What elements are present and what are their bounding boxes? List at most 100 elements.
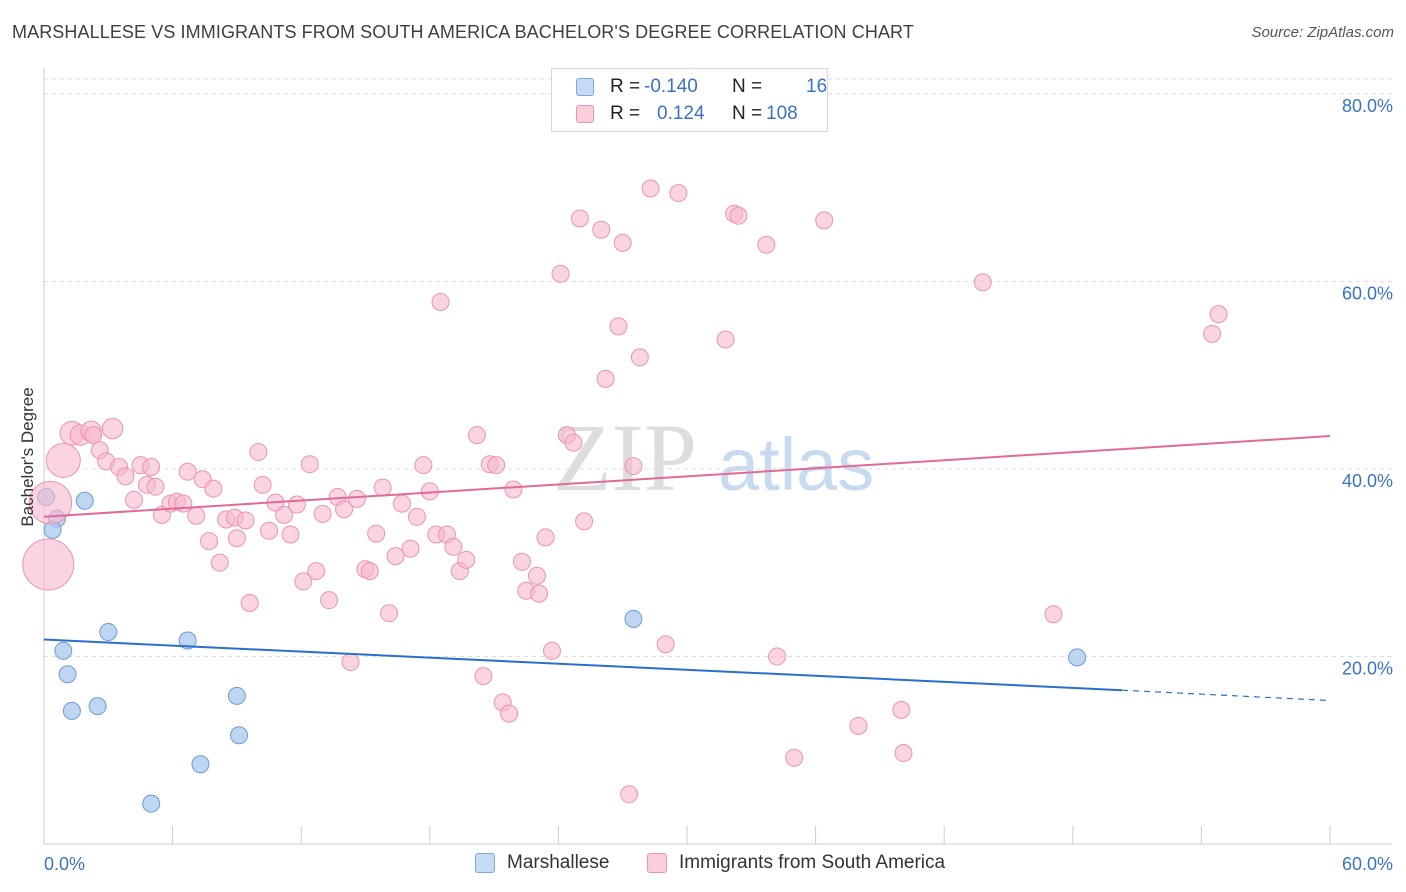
immigrants-point	[474, 667, 493, 686]
marshallese-point	[75, 491, 94, 510]
immigrants-point	[815, 211, 834, 230]
immigrants-point	[28, 480, 73, 525]
immigrants-point	[307, 562, 326, 581]
x-tick-labels: 0.0% 60.0%	[44, 854, 1393, 874]
immigrants-point	[101, 417, 124, 440]
marshallese-point	[227, 686, 246, 705]
marshallese-point	[58, 665, 77, 684]
correlation-legend: R = -0.140 N = 16 R = 0.124 N = 108	[551, 68, 828, 132]
trend-lines	[43, 435, 1331, 702]
immigrants-point	[785, 748, 804, 767]
immigrants-point	[236, 511, 255, 530]
immigrants-point	[260, 521, 279, 540]
immigrants-point	[360, 562, 379, 581]
immigrants-point	[527, 566, 546, 585]
marshallese-point	[142, 794, 161, 813]
legend-label-marshallese: Marshallese	[507, 852, 610, 873]
immigrants-point	[300, 455, 319, 474]
source-label: Source: ZipAtlas.com	[1251, 24, 1394, 41]
immigrants-point	[249, 442, 268, 461]
immigrants-point	[204, 479, 223, 498]
chart-title: MARSHALLESE VS IMMIGRANTS FROM SOUTH AME…	[12, 22, 914, 42]
immigrants-point	[386, 547, 405, 566]
watermark: ZIP atlas	[553, 404, 874, 511]
immigrants-point	[596, 369, 615, 388]
y-tick-label: 60.0%	[1342, 283, 1393, 303]
immigrants-point	[414, 456, 433, 475]
y-tick-label: 40.0%	[1342, 471, 1393, 491]
immigrants-point	[457, 550, 476, 569]
immigrants-point	[716, 330, 735, 349]
legend-r-value: -0.140	[644, 76, 698, 97]
immigrants-point	[892, 700, 911, 719]
immigrants-point	[313, 504, 332, 523]
immigrants-point	[656, 635, 675, 654]
immigrants-point	[373, 478, 392, 497]
marshallese-point	[230, 726, 249, 745]
immigrants-point	[45, 442, 81, 478]
immigrants-point	[487, 456, 506, 475]
marshallese-point	[191, 755, 210, 774]
immigrants-point	[210, 553, 229, 572]
immigrants-point	[200, 532, 219, 551]
immigrants-point	[320, 591, 339, 610]
immigrants-point	[227, 529, 246, 548]
immigrants-trend-line	[43, 435, 1331, 518]
immigrants-point	[669, 184, 688, 203]
immigrants-point	[253, 475, 272, 494]
immigrants-point	[294, 572, 313, 591]
legend-swatch-immigrants	[576, 105, 594, 123]
grid-lines	[44, 78, 1392, 657]
immigrants-point	[757, 235, 776, 254]
immigrants-point	[367, 524, 386, 543]
watermark-atlas: atlas	[718, 423, 874, 506]
immigrants-point	[347, 489, 366, 508]
immigrants-point	[467, 426, 486, 445]
marshallese-point	[178, 631, 197, 650]
immigrants-point	[620, 785, 639, 804]
marshallese-trend-line	[43, 638, 1123, 692]
immigrants-point	[530, 584, 549, 603]
immigrants-point	[142, 458, 161, 477]
marshallese-point	[99, 623, 118, 642]
immigrants-point	[240, 593, 259, 612]
immigrants-point	[575, 512, 594, 531]
immigrants-point	[570, 209, 589, 228]
immigrants-point	[407, 507, 426, 526]
y-tick-label: 20.0%	[1342, 658, 1393, 678]
immigrants-point	[551, 264, 570, 283]
immigrants-point	[178, 462, 197, 481]
immigrants-point	[22, 538, 75, 591]
immigrants-point	[275, 505, 294, 524]
immigrants-point	[287, 495, 306, 514]
immigrants-point	[894, 744, 913, 763]
immigrants-point	[125, 490, 144, 509]
legend-label-immigrants: Immigrants from South America	[679, 852, 946, 873]
marshallese-point	[88, 697, 107, 716]
immigrants-point	[641, 179, 660, 198]
immigrants-point	[504, 480, 523, 499]
immigrants-point	[146, 477, 165, 496]
immigrants-point	[392, 494, 411, 513]
marshallese-trend-extension	[1122, 689, 1331, 702]
immigrants-point	[341, 653, 360, 672]
immigrants-point	[116, 467, 135, 486]
immigrants-point	[613, 233, 632, 252]
immigrants-point	[609, 317, 628, 336]
immigrants-point	[729, 206, 748, 225]
marshallese-point	[54, 641, 73, 660]
immigrants-point	[1044, 605, 1063, 624]
immigrants-point	[973, 273, 992, 292]
immigrants-point	[624, 457, 643, 476]
immigrants-point	[281, 525, 300, 544]
legend-r-label: R =	[610, 76, 641, 97]
legend-n-value: 108	[766, 103, 798, 124]
immigrants-point	[1203, 324, 1222, 343]
immigrants-point	[512, 552, 531, 571]
marshallese-point	[624, 609, 643, 628]
legend-swatch-immigrants	[647, 853, 667, 873]
marshallese-point	[62, 701, 81, 720]
marshallese-point	[1068, 648, 1087, 667]
immigrants-point	[592, 220, 611, 239]
axes	[43, 68, 1392, 845]
